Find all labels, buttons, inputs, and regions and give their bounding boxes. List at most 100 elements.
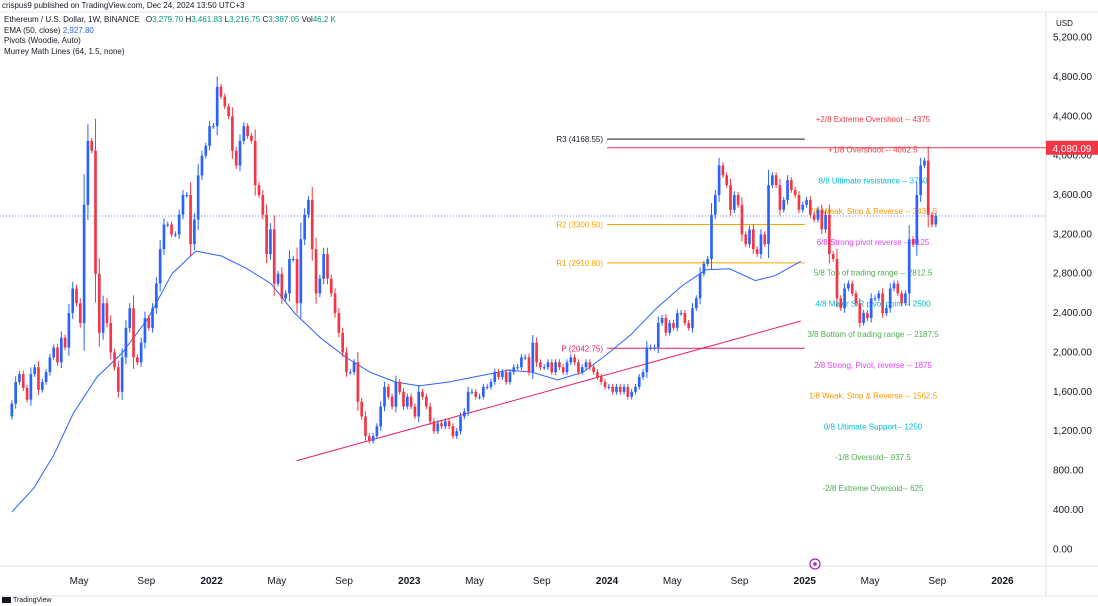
candle-body (668, 322, 672, 333)
candle-body (59, 337, 63, 363)
candle-body (637, 377, 641, 387)
candle-body (778, 185, 782, 210)
candle-body (611, 386, 614, 392)
candle-body (234, 150, 238, 166)
candle-body (97, 273, 101, 333)
candle-body (767, 185, 770, 245)
candle-body (200, 155, 204, 176)
candle-body (820, 209, 824, 230)
candle-body (94, 150, 97, 274)
candle-body (501, 372, 504, 378)
candle-body (809, 199, 812, 215)
candle-body (641, 372, 645, 378)
candle-body (561, 367, 565, 373)
candle-body (835, 258, 839, 299)
candle-body (828, 214, 831, 255)
candle-body (75, 288, 78, 304)
y-tick-label: 5,200.00 (1053, 33, 1092, 44)
tradingview-brand: TradingView (13, 597, 52, 604)
candle-body (478, 396, 481, 398)
candle-body (139, 342, 143, 363)
candle-body (565, 362, 569, 373)
candle-body (660, 318, 664, 323)
candle-body (580, 367, 584, 373)
current-price-tag (1046, 140, 1098, 155)
candle-body (847, 283, 850, 289)
candle-body (713, 195, 717, 215)
candle-body (409, 396, 413, 407)
candle-body (675, 313, 679, 328)
candle-body (923, 160, 926, 166)
murrey-line-label: 7/8 Weak, Stop & Reverse -- 3437.5 (809, 207, 938, 216)
candle-body (405, 396, 409, 407)
candle-body (824, 214, 827, 230)
candle-body (113, 352, 116, 368)
ema-label: EMA (50, close) (4, 25, 61, 35)
candle-body (86, 140, 90, 205)
candle-body (539, 362, 542, 368)
candle-body (147, 318, 151, 328)
candle-body (504, 372, 508, 382)
candle-body (166, 224, 170, 226)
y-tick-label: 3,200.00 (1053, 229, 1092, 240)
replay-dot-icon (813, 562, 817, 566)
y-tick-label: 2,000.00 (1053, 347, 1092, 358)
candle-body (390, 396, 394, 407)
ema-line (11, 250, 802, 513)
candle-body (48, 357, 52, 373)
candle-body (272, 229, 276, 284)
candle-body (124, 327, 128, 358)
candle-body (664, 318, 668, 333)
candle-body (215, 86, 219, 127)
x-tick-label: 2022 (200, 576, 223, 587)
x-tick-label: Sep (335, 576, 353, 587)
candle-body (143, 318, 147, 343)
candle-body (656, 322, 660, 348)
candle-body (299, 239, 303, 304)
candle-body (253, 140, 257, 186)
candle-body (934, 215, 938, 225)
legend-panel: Ethereum / U.S. Dollar, 1W, BINANCE O3,2… (4, 15, 336, 57)
murrey-line-label: 0/8 Ultimate Support-- 1250 (824, 422, 923, 431)
x-tick-label: May (70, 576, 89, 587)
candle-body (839, 298, 843, 309)
candle-body (14, 381, 17, 404)
candle-body (694, 298, 698, 309)
candle-body (915, 195, 919, 245)
x-tick-label: 2023 (398, 576, 421, 587)
candle-body (451, 426, 455, 437)
candle-body (569, 357, 573, 363)
candle-body (170, 224, 173, 235)
candle-body (721, 165, 725, 176)
candle-body (261, 195, 265, 215)
candle-body (470, 391, 474, 393)
murrey-line-label: 4/8 Major S/R pivot point -- 2500 (815, 299, 931, 308)
candle-body (774, 175, 778, 186)
candle-body (896, 283, 900, 294)
candle-body (337, 313, 341, 333)
candle-body (816, 209, 820, 220)
candle-body (307, 199, 310, 215)
candle-body (291, 258, 295, 260)
candle-body (812, 214, 816, 220)
candle-body (29, 374, 33, 400)
murrey-row[interactable]: Murrey Math Lines (64, 1.5, none) (4, 47, 336, 58)
high-value: 3,461.83 (191, 15, 223, 24)
candle-body (212, 126, 215, 128)
candle-body (162, 224, 166, 250)
murrey-label: Murrey Math Lines (64, 1.5, none) (4, 46, 125, 56)
y-tick-label: 3,600.00 (1053, 190, 1092, 201)
candle-body (417, 391, 421, 417)
candle-body (531, 342, 535, 373)
candle-body (577, 362, 580, 373)
y-tick-label: 800.00 (1053, 466, 1084, 477)
candle-body (919, 165, 922, 196)
candle-body (520, 357, 523, 368)
candle-body (360, 401, 364, 417)
candle-body (132, 308, 135, 358)
ema-row[interactable]: EMA (50, close) 2,927.80 (4, 26, 336, 37)
candle-body (421, 391, 424, 397)
pivots-row[interactable]: Pivots (Woodie, Auto) (4, 36, 336, 47)
symbol-row[interactable]: Ethereum / U.S. Dollar, 1W, BINANCE O3,2… (4, 15, 336, 26)
